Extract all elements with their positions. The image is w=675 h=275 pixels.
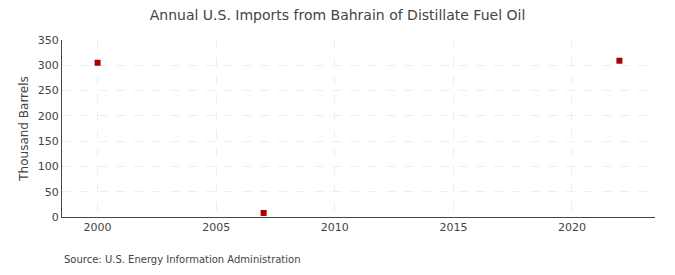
svg-text:2020: 2020 <box>558 221 586 234</box>
svg-text:2005: 2005 <box>202 221 230 234</box>
svg-text:Thousand Barrels: Thousand Barrels <box>17 76 31 181</box>
svg-text:200: 200 <box>38 110 59 123</box>
svg-text:100: 100 <box>38 160 59 173</box>
svg-text:350: 350 <box>38 34 59 47</box>
svg-text:2000: 2000 <box>84 221 112 234</box>
svg-text:300: 300 <box>38 59 59 72</box>
svg-text:250: 250 <box>38 84 59 97</box>
svg-text:2015: 2015 <box>439 221 467 234</box>
svg-text:150: 150 <box>38 135 59 148</box>
svg-text:Annual U.S. Imports from Bahra: Annual U.S. Imports from Bahrain of Dist… <box>150 7 526 23</box>
svg-text:0: 0 <box>52 211 59 224</box>
svg-text:Source: U.S. Energy Informatio: Source: U.S. Energy Information Administ… <box>64 254 301 265</box>
svg-text:50: 50 <box>45 186 59 199</box>
svg-text:2010: 2010 <box>321 221 349 234</box>
